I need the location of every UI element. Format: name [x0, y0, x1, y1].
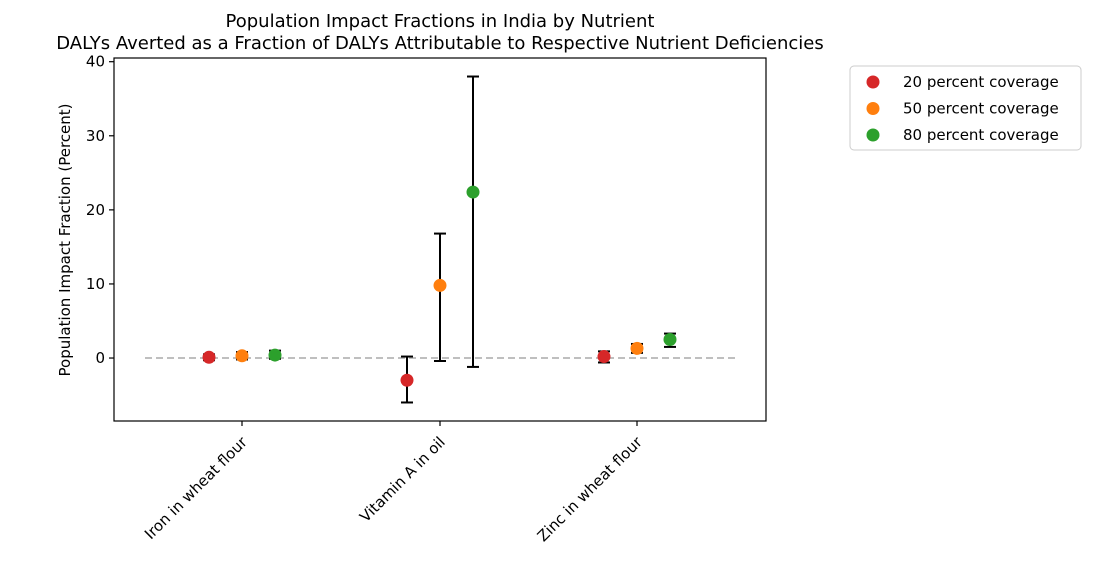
data-point — [630, 341, 644, 355]
legend: 20 percent coverage 50 percent coverage 80… — [849, 65, 1082, 151]
data-point — [400, 373, 414, 387]
x-tick-label: Zinc in wheat flour — [534, 433, 647, 546]
data-point — [663, 333, 677, 347]
legend-frame — [849, 65, 1082, 151]
y-tick-label: 20 — [86, 201, 105, 219]
data-point — [597, 350, 611, 364]
y-tick-label: 10 — [86, 275, 105, 293]
legend-label: 50 percent coverage — [903, 100, 1059, 118]
y-axis-label: Population Impact Fraction (Percent) — [56, 103, 74, 376]
legend-label: 80 percent coverage — [903, 126, 1059, 144]
data-point — [268, 348, 282, 362]
x-tick-label: Iron in wheat flour — [141, 433, 251, 543]
data-point — [466, 185, 480, 199]
data-point — [202, 350, 216, 364]
y-tick-label: 30 — [86, 127, 105, 145]
data-point — [433, 278, 447, 292]
legend-marker — [866, 128, 880, 142]
y-tick-label: 40 — [86, 53, 105, 71]
plot-area: 0 10 20 30 40 Iron in wheat flour Vitamin A in… — [86, 53, 767, 546]
y-tick-label: 0 — [95, 349, 105, 367]
chart-subtitle: DALYs Averted as a Fraction of DALYs Att… — [56, 33, 823, 54]
chart-title: Population Impact Fractions in India by … — [226, 11, 655, 32]
x-tick-label: Vitamin A in oil — [356, 433, 449, 526]
legend-marker — [866, 75, 880, 89]
legend-label: 20 percent coverage — [903, 73, 1059, 91]
data-point — [235, 349, 249, 363]
legend-marker — [866, 102, 880, 115]
